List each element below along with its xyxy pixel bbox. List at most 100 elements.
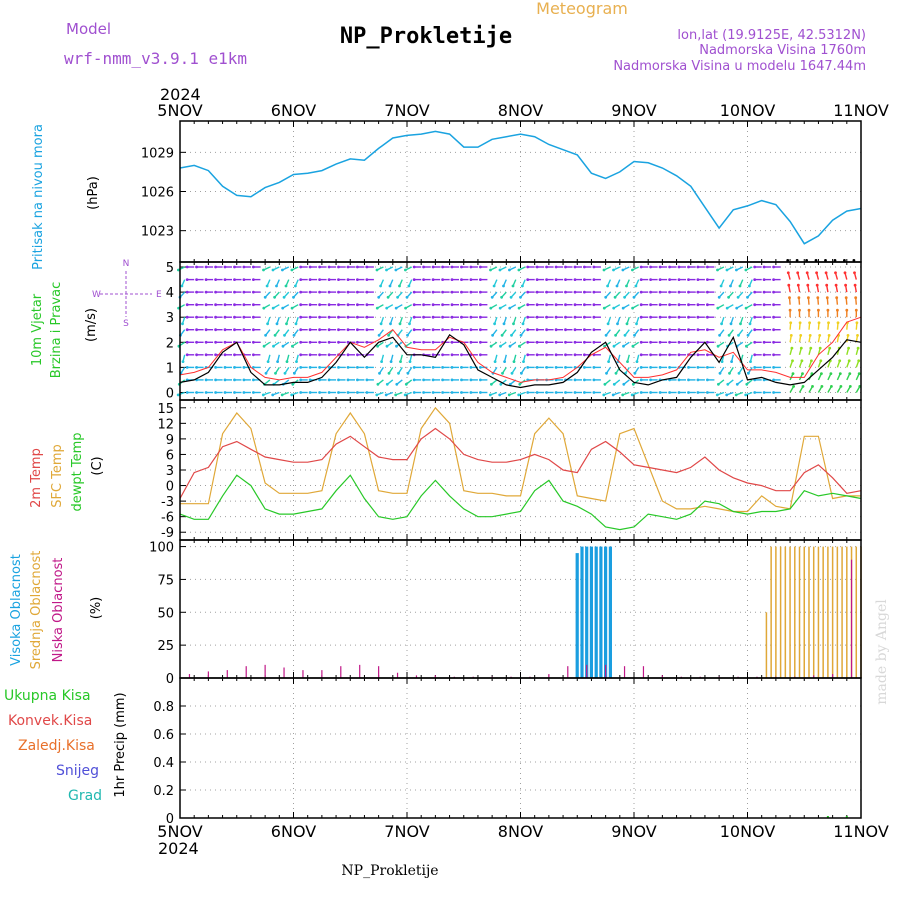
wind-arrow-head	[292, 333, 296, 337]
wind-arrow-head	[535, 391, 539, 394]
elevation-text: Nadmorska Visina 1760m	[699, 43, 866, 58]
wind-arrow-head	[623, 333, 627, 337]
compass-west: W	[92, 290, 101, 300]
wind-arrow-head	[365, 278, 369, 281]
wind-arrow-head	[404, 306, 407, 310]
wind-arrow-head	[819, 359, 823, 363]
cloud-bar-high	[608, 546, 612, 678]
wind-arrow-head	[299, 328, 303, 332]
cloud-bar-high	[604, 546, 608, 678]
wind-arrow-head	[631, 382, 635, 386]
wind-arrow-head	[687, 303, 690, 307]
wind-arrow-head	[639, 378, 643, 382]
wind-arrow-head	[729, 322, 733, 326]
wind-arrow-head	[395, 382, 399, 386]
wind-arrow-head	[460, 303, 463, 307]
wind-arrow-head	[450, 265, 454, 269]
wind-arrow-head	[346, 391, 350, 394]
temp-ylabel-3: dewpt Temp	[70, 432, 85, 511]
wind-arrow-head	[407, 284, 411, 288]
wind-arrow-head	[845, 308, 849, 312]
wind-arrow-head	[545, 290, 548, 294]
wind-arrow-head	[611, 393, 615, 397]
wind-arrow-head	[583, 315, 586, 319]
wind-arrow-head	[450, 340, 454, 344]
wind-arrow-head	[318, 328, 321, 332]
wind-arrow-head	[327, 391, 331, 394]
wind-arrow-head	[727, 333, 731, 337]
wind-arrow-head	[385, 268, 388, 272]
wind-arrow-head	[602, 393, 606, 397]
wind-arrow-head	[762, 315, 766, 319]
wind-arrow-head	[792, 385, 795, 388]
wind-arrow-head	[214, 290, 218, 294]
wind-arrow-head	[389, 322, 392, 326]
wind-arrow-head	[762, 290, 766, 294]
precip-unit: (mm)	[113, 692, 128, 727]
wind-arrow-head	[573, 290, 577, 294]
wind-arrow-head	[738, 284, 742, 288]
y-tick-label: 9	[166, 433, 174, 448]
wind-arrow-head	[658, 278, 662, 281]
station-title: NP_Prokletije	[340, 24, 512, 49]
wind-ylabel-1: 10m Vjetar	[30, 293, 45, 366]
wind-arrow-head	[854, 296, 858, 300]
wind-arrow-head	[318, 265, 321, 269]
wind-arrow-head	[412, 315, 416, 319]
wind-arrow-head	[365, 328, 369, 332]
wind-arrow-head	[825, 296, 829, 300]
wind-arrow-head	[412, 290, 416, 294]
wind-arrow-head	[554, 328, 558, 332]
wind-arrow-head	[431, 340, 435, 344]
wind-arrow-head	[687, 391, 690, 394]
wind-arrow-head	[716, 306, 720, 310]
wind-arrow-head	[554, 353, 558, 357]
wind-arrow-head	[242, 340, 246, 344]
wind-arrow-head	[621, 306, 625, 310]
wind-arrow-head	[318, 278, 321, 281]
wind-arrow-head	[583, 290, 586, 294]
wind-arrow-head	[526, 353, 530, 357]
wind-arrow-head	[706, 315, 709, 319]
wind-arrow-head	[696, 340, 700, 344]
wind-arrow-head	[687, 366, 690, 369]
wind-arrow-head	[788, 308, 792, 312]
wind-arrow-head	[649, 378, 652, 382]
wind-arrow-head	[748, 322, 752, 326]
wind-arrow-head	[242, 303, 246, 307]
wind-arrow-head	[365, 303, 369, 307]
wind-arrow-head	[276, 360, 279, 363]
wind-arrow-head	[204, 265, 208, 269]
y-tick-label: 0.6	[153, 728, 174, 743]
wind-arrow-head	[233, 315, 236, 319]
wind-arrow-head	[406, 333, 409, 337]
wind-arrow-head	[818, 334, 822, 337]
wind-arrow-head	[327, 278, 331, 281]
wind-arrow-head	[450, 366, 454, 369]
wind-arrow-head	[696, 378, 700, 382]
wind-arrow-head	[214, 278, 218, 281]
wind-arrow-head	[327, 265, 331, 269]
wind-arrow-head	[356, 290, 359, 294]
meteogram-label: Meteogram	[536, 0, 628, 18]
wind-arrow-head	[717, 295, 721, 299]
wind-arrow-head	[573, 391, 577, 394]
wind-arrow-head	[526, 328, 530, 332]
y-tick-label: 2	[166, 336, 174, 351]
temp-unit: (C)	[90, 456, 105, 475]
wind-arrow-head	[380, 360, 383, 363]
wind-arrow-head	[490, 295, 494, 299]
bottom-date-labels: 5NOV 6NOV 7NOV 8NOV 9NOV 10NOV 11NOV	[157, 822, 889, 841]
wind-arrow-head	[762, 303, 766, 307]
wind-arrow-head	[706, 290, 709, 294]
wind-arrow-head	[639, 278, 643, 281]
wind-arrow-head	[308, 315, 312, 319]
wind-arrow-head	[806, 283, 810, 287]
wind-arrow-head	[274, 371, 277, 375]
wind-arrow-head	[753, 366, 757, 369]
precip-tick-labels: 0 0.2 0.4 0.6 0.8	[153, 700, 174, 827]
y-tick-label: -6	[161, 511, 174, 526]
wind-arrow-head	[592, 315, 596, 319]
wind-arrow-head	[808, 321, 811, 325]
wind-arrow-head	[441, 315, 444, 319]
